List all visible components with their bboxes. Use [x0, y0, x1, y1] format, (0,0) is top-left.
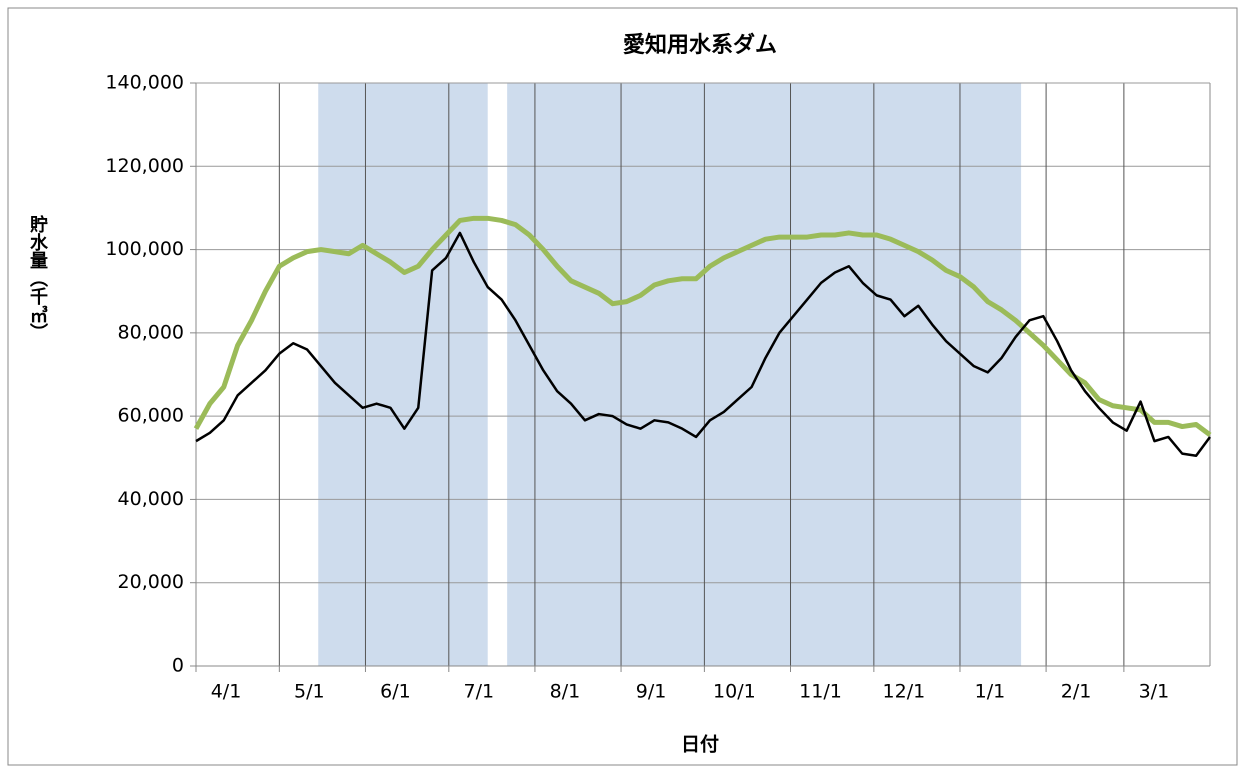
y-tick-label: 100,000 — [105, 238, 184, 260]
series-line — [193, 215, 1212, 437]
x-tick-label: 3/1 — [1139, 681, 1170, 703]
x-tick-label: 9/1 — [636, 681, 667, 703]
y-tick-label: 60,000 — [118, 405, 184, 427]
y-tick-label: 20,000 — [118, 571, 184, 593]
x-tick-label: 8/1 — [550, 681, 581, 703]
x-tick-label: 2/1 — [1061, 681, 1092, 703]
x-axis-label: 日付 — [681, 733, 719, 756]
x-tick-label: 7/1 — [464, 681, 495, 703]
shaded-period — [507, 83, 1022, 666]
x-tick-label: 11/1 — [799, 681, 842, 703]
x-tick-label: 5/1 — [294, 681, 325, 703]
y-tick-label: 140,000 — [105, 72, 184, 94]
y-tick-label: 120,000 — [105, 155, 184, 177]
series-line — [195, 231, 1212, 457]
y-tick-label: 40,000 — [118, 488, 184, 510]
x-tick-label: 4/1 — [211, 681, 242, 703]
chart-title: 愛知用水系ダム — [623, 32, 777, 58]
y-tick-label: 80,000 — [118, 321, 184, 343]
x-tick-label: 1/1 — [975, 681, 1006, 703]
y-axis-label: 貯水量（千㎥） — [27, 214, 48, 341]
x-tick-label: 10/1 — [713, 681, 756, 703]
x-tick-label: 6/1 — [380, 681, 411, 703]
x-tick-label: 12/1 — [883, 681, 926, 703]
y-tick-label: 0 — [172, 655, 184, 677]
shaded-period — [318, 83, 488, 666]
